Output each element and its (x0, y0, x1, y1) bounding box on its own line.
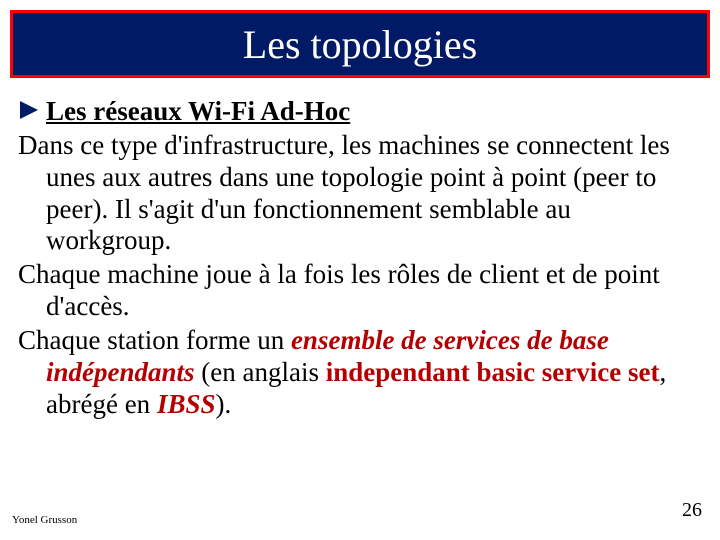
title-box: Les topologies (10, 10, 710, 78)
footer-author: Yonel Grusson (12, 514, 77, 526)
paragraph-2: Chaque machine joue à la fois les rôles … (18, 259, 702, 323)
p3-tail: ). (216, 389, 232, 419)
slide-body: Les réseaux Wi-Fi Ad-Hoc Dans ce type d'… (10, 96, 710, 421)
paragraph-3: Chaque station forme un ensemble de serv… (18, 325, 702, 421)
slide: Les topologies Les réseaux Wi-Fi Ad-Hoc … (0, 0, 720, 540)
p3-mid1: (en anglais (195, 357, 326, 387)
bullet-arrow-icon (18, 98, 40, 122)
p3-term-2: IBSS (157, 389, 216, 419)
p3-lead: Chaque station forme un (18, 325, 291, 355)
footer-page-number: 26 (682, 499, 702, 522)
p3-term-1: independant basic service set (326, 357, 660, 387)
paragraph-1: Dans ce type d'infrastructure, les machi… (18, 130, 702, 257)
bullet-item: Les réseaux Wi-Fi Ad-Hoc (18, 96, 702, 128)
subheading: Les réseaux Wi-Fi Ad-Hoc (46, 96, 350, 128)
slide-title: Les topologies (243, 21, 477, 68)
